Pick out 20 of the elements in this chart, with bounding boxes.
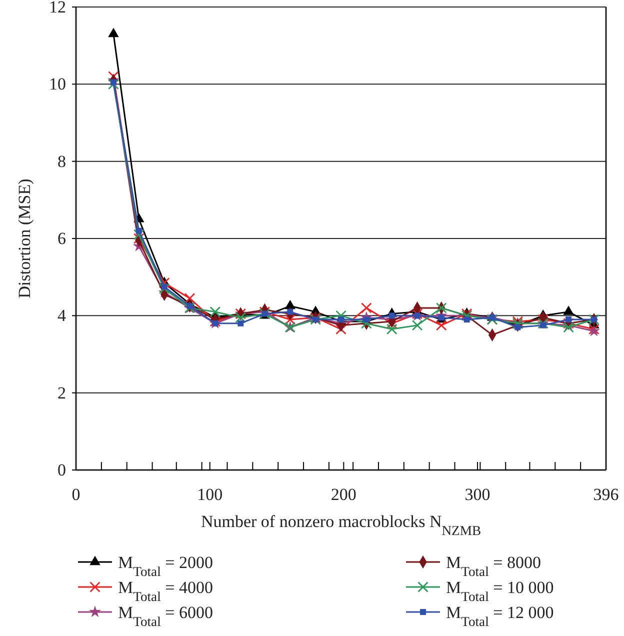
x-tick-label: 396	[593, 485, 619, 504]
x-tick-label: 200	[330, 485, 356, 504]
x-axis-title: Number of nonzero macroblocks N$_{NZMB}$	[200, 512, 482, 538]
x-tick-label: 100	[197, 485, 223, 504]
legend-label: M$_{Total}$ = 10 000	[446, 578, 554, 604]
y-tick-label: 8	[58, 152, 66, 171]
y-tick-label: 2	[58, 383, 66, 402]
legend-label: M$_{Total}$ = 12 000	[446, 603, 554, 628]
legend-label: M$_{Total}$ = 2000	[118, 553, 213, 578]
y-tick-label: 12	[49, 0, 66, 16]
y-tick-label: 10	[49, 74, 66, 94]
x-tick-label: 300	[464, 485, 490, 504]
y-tick-label: 6	[58, 228, 66, 248]
x-tick-label: 0	[72, 485, 80, 504]
y-axis-title: Distortion (MSE)	[15, 178, 34, 298]
legend-label: M$_{Total}$ = 4000	[118, 578, 213, 604]
legend-label: M$_{Total}$ = 8000	[446, 553, 541, 578]
legend-label: M$_{Total}$ = 6000	[118, 603, 213, 628]
y-tick-label: 4	[58, 306, 66, 326]
y-tick-label: 0	[58, 460, 66, 480]
